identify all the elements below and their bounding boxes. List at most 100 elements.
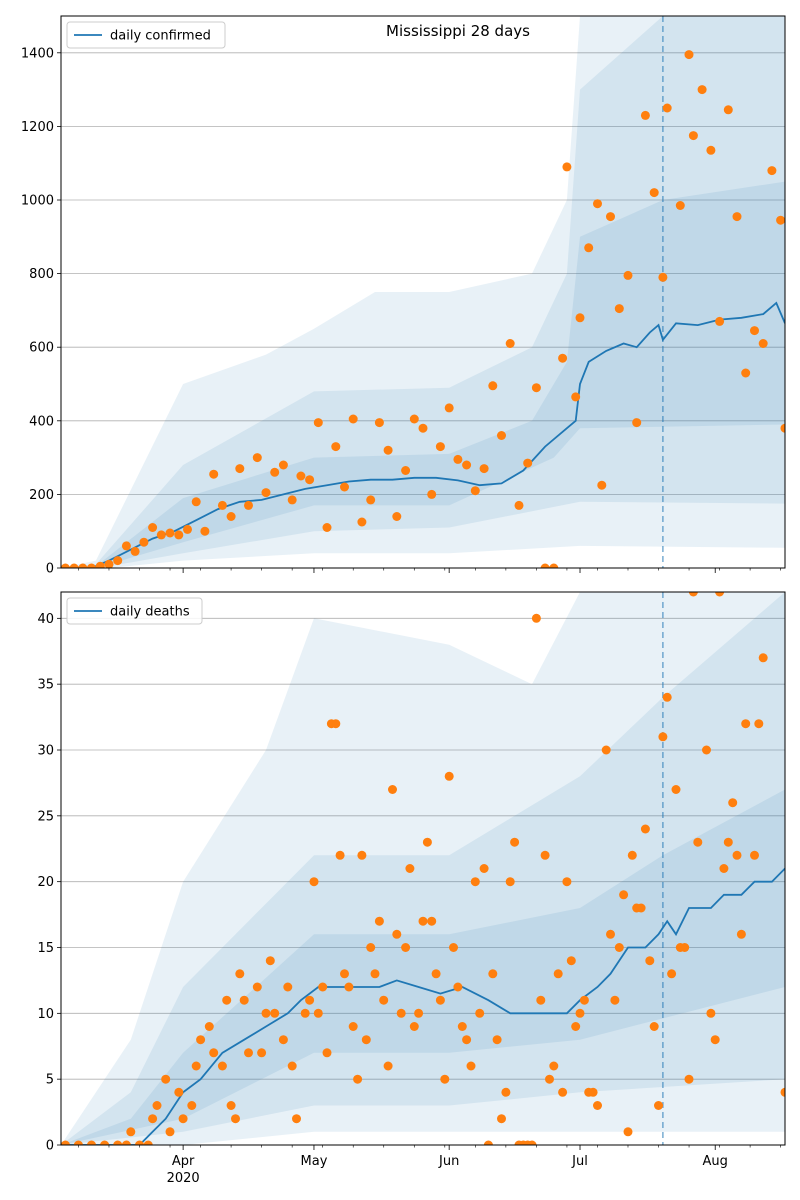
deaths-data-point-110: [627, 850, 637, 860]
confirmed-y-tick-label-0: 0: [46, 562, 54, 577]
confirmed-data-point-15: [191, 497, 201, 507]
deaths-data-point-50: [361, 1035, 371, 1045]
confirmed-y-tick-label-4: 800: [29, 267, 54, 282]
confirmed-data-point-57: [558, 353, 568, 363]
confirmed-axes-frame: [60, 15, 786, 569]
confirmed-data-point-4: [95, 561, 105, 568]
confirmed-data-point-38: [392, 512, 402, 521]
confirmed-data-point-50: [497, 431, 506, 440]
deaths-data-point-48: [353, 1074, 363, 1084]
confirmed-data-point-83: [767, 166, 777, 176]
confirmed-data-point-60: [575, 313, 585, 323]
deaths-data-point-0: [61, 1140, 70, 1145]
deaths-data-point-99: [575, 1008, 585, 1018]
confirmed-data-point-53: [523, 458, 533, 468]
deaths-data-point-118: [662, 692, 672, 702]
deaths-data-point-128: [710, 1035, 720, 1045]
confirmed-data-point-25: [278, 460, 288, 470]
deaths-data-point-115: [649, 1022, 659, 1031]
confirmed-data-point-11: [156, 530, 166, 540]
confirmed-data-point-31: [331, 442, 341, 452]
deaths-data-point-46: [344, 982, 354, 992]
deaths-data-point-19: [209, 1048, 219, 1058]
deaths-data-point-79: [488, 969, 498, 979]
deaths-data-point-66: [431, 969, 441, 979]
deaths-x-tick-sublabel-0: 2020: [167, 1171, 200, 1186]
deaths-data-point-134: [736, 929, 746, 939]
confirmed-data-point-41: [418, 423, 428, 433]
deaths-data-point-70: [449, 943, 458, 952]
deaths-data-point-103: [593, 1101, 602, 1110]
deaths-data-point-35: [292, 1114, 301, 1124]
deaths-y-tick-label-7: 35: [37, 678, 54, 693]
confirmed-data-point-5: [104, 559, 114, 568]
confirmed-data-point-77: [715, 316, 725, 326]
confirmed-data-point-30: [322, 523, 332, 532]
deaths-data-point-10: [152, 1101, 162, 1110]
deaths-data-point-133: [732, 850, 742, 860]
confirmed-data-point-69: [649, 188, 659, 198]
confirmed-data-point-72: [675, 201, 685, 210]
deaths-data-point-43: [331, 719, 341, 729]
confirmed-data-point-2: [78, 563, 88, 568]
confirmed-data-point-33: [348, 414, 358, 424]
confirmed-legend-label: daily confirmed: [110, 29, 211, 44]
deaths-legend: daily deaths: [66, 597, 203, 625]
confirmed-data-point-47: [470, 486, 480, 496]
confirmed-data-point-12: [165, 528, 175, 538]
deaths-data-point-52: [370, 969, 380, 979]
deaths-data-point-32: [278, 1035, 288, 1045]
deaths-interval-band-2: [61, 789, 785, 1145]
confirmed-data-point-75: [697, 85, 707, 95]
deaths-data-point-74: [466, 1061, 476, 1071]
confirmed-data-point-84: [776, 215, 785, 225]
deaths-data-point-9: [148, 1114, 158, 1124]
deaths-y-tick-label-2: 10: [37, 1007, 54, 1022]
deaths-y-tick-label-4: 20: [37, 875, 54, 890]
confirmed-data-point-23: [261, 488, 271, 498]
deaths-data-point-41: [322, 1048, 332, 1058]
deaths-data-point-109: [623, 1127, 633, 1137]
deaths-interval-band-1: [61, 592, 785, 1145]
deaths-data-point-82: [501, 1087, 511, 1097]
confirmed-data-point-44: [444, 403, 454, 413]
confirmed-legend-box: [66, 21, 226, 49]
confirmed-data-point-43: [435, 442, 445, 452]
deaths-data-point-11: [161, 1074, 171, 1084]
confirmed-data-point-13: [174, 530, 184, 540]
deaths-data-point-89: [531, 613, 541, 623]
confirmed-data-point-71: [662, 103, 672, 113]
deaths-data-point-106: [610, 995, 620, 1005]
deaths-y-tick-label-3: 15: [37, 941, 54, 956]
confirmed-data-point-52: [514, 500, 524, 510]
deaths-data-point-55: [383, 1061, 393, 1071]
deaths-x-tick-label-0: Apr: [172, 1154, 195, 1169]
confirmed-interval-band-0: [61, 16, 785, 568]
deaths-x-tick-label-4: Aug: [703, 1154, 728, 1169]
confirmed-data-point-40: [409, 414, 419, 424]
deaths-data-point-67: [435, 995, 445, 1005]
confirmed-data-point-37: [383, 445, 393, 455]
deaths-data-point-38: [309, 877, 319, 887]
deaths-data-point-129: [715, 592, 725, 597]
confirmed-data-point-45: [453, 454, 463, 464]
confirmed-data-point-64: [606, 212, 615, 222]
deaths-y-tick-label-6: 30: [37, 744, 54, 759]
confirmed-data-point-82: [758, 339, 768, 348]
deaths-data-point-58: [396, 1008, 406, 1018]
deaths-data-point-98: [571, 1022, 581, 1031]
confirmed-data-point-76: [706, 145, 716, 155]
confirmed-data-point-67: [632, 418, 642, 428]
deaths-data-point-75: [470, 877, 480, 887]
deaths-data-point-40: [318, 982, 328, 992]
confirmed-data-point-28: [305, 475, 315, 485]
deaths-data-point-132: [728, 798, 738, 808]
deaths-data-point-60: [405, 864, 415, 873]
deaths-data-point-100: [579, 995, 589, 1005]
confirmed-data-point-79: [732, 212, 742, 222]
deaths-data-point-45: [340, 969, 349, 979]
deaths-data-point-72: [457, 1022, 467, 1031]
confirmed-data-point-22: [252, 453, 262, 463]
deaths-data-point-44: [335, 850, 345, 860]
confirmed-series-line: [61, 301, 785, 568]
